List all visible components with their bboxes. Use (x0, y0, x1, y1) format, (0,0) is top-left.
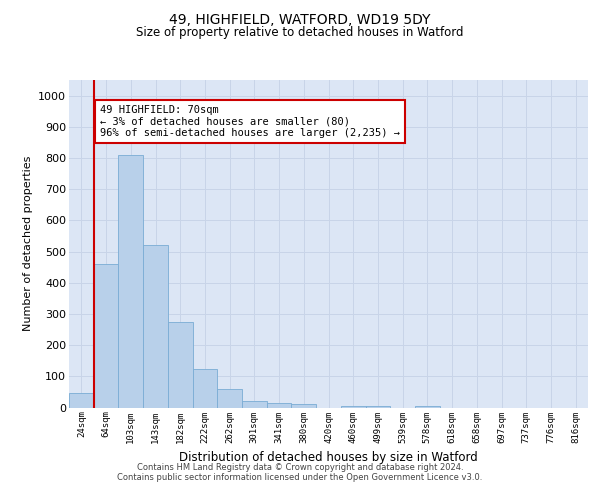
Bar (242, 402, 267, 407)
Text: 49 HIGHFIELD: 70sqm
← 3% of detached houses are smaller (80)
96% of semi-detache: 49 HIGHFIELD: 70sqm ← 3% of detached hou… (100, 105, 400, 138)
Bar (143, 246, 168, 408)
Bar (292, 404, 316, 407)
Bar (365, 406, 390, 407)
X-axis label: Distribution of detached houses by size in Watford: Distribution of detached houses by size … (179, 451, 478, 464)
Bar (217, 389, 242, 407)
Text: Contains HM Land Registry data © Crown copyright and database right 2024.
Contai: Contains HM Land Registry data © Crown c… (118, 463, 482, 482)
Bar (94, 264, 118, 408)
Bar (193, 370, 217, 408)
Bar (118, 155, 143, 407)
Y-axis label: Number of detached properties: Number of detached properties (23, 156, 32, 332)
Bar (168, 322, 193, 408)
Bar (69, 394, 94, 407)
Bar (341, 406, 365, 407)
Text: 49, HIGHFIELD, WATFORD, WD19 5DY: 49, HIGHFIELD, WATFORD, WD19 5DY (169, 13, 431, 27)
Bar (415, 406, 440, 407)
Text: Size of property relative to detached houses in Watford: Size of property relative to detached ho… (136, 26, 464, 39)
Bar (267, 403, 292, 407)
